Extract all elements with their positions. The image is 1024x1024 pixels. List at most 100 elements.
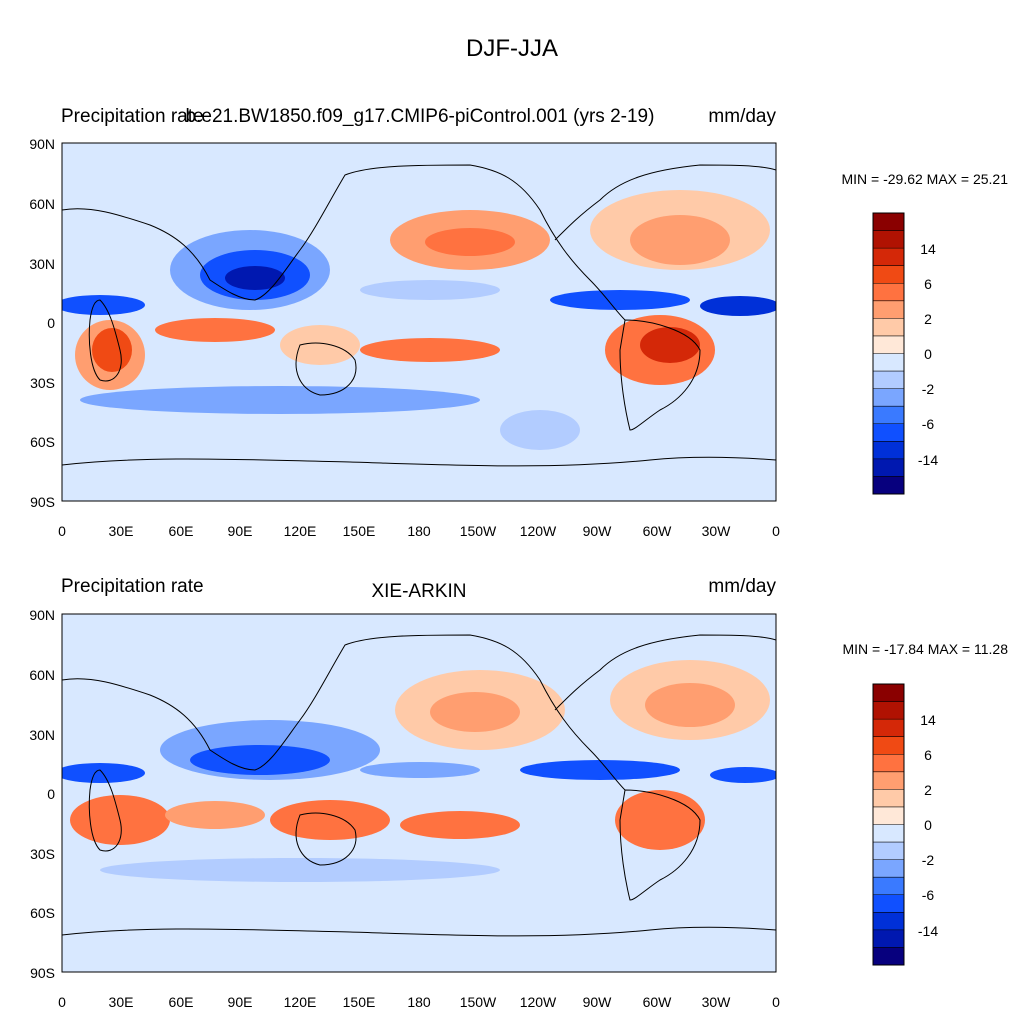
panel-bottom-min-max: MIN = -17.84 MAX = 11.28	[843, 641, 1009, 657]
colorbar-swatch	[873, 894, 904, 913]
colorbar-label: -2	[922, 852, 935, 868]
colorbar-swatch	[873, 441, 904, 460]
colorbar-swatch	[873, 476, 904, 495]
colorbar-swatch	[873, 230, 904, 249]
lon-tick-label: 120W	[520, 994, 557, 1010]
lon-tick-label: 120E	[284, 523, 317, 539]
panel-bottom-left-label: Precipitation rate	[61, 576, 204, 597]
field-blob	[500, 410, 580, 450]
field-blob	[400, 811, 520, 839]
colorbar-label: 14	[920, 712, 936, 728]
panel-top-colorbar-labels: 14 6 2 0 -2 -6 -14	[918, 241, 938, 468]
lon-tick-label: 60E	[169, 523, 194, 539]
colorbar-label: 6	[924, 747, 932, 763]
colorbar-swatch	[873, 265, 904, 284]
colorbar-swatch	[873, 423, 904, 442]
lat-tick-label: 60S	[30, 905, 55, 921]
colorbar-swatch	[873, 300, 904, 319]
field-blob	[360, 762, 480, 778]
panel-top-left-label: Precipitation rate	[61, 106, 204, 127]
colorbar-swatch	[873, 824, 904, 843]
lat-tick-label: 90S	[30, 494, 55, 510]
colorbar-swatch	[873, 388, 904, 407]
panel-bottom-right-label: mm/day	[708, 576, 776, 597]
lat-tick-label: 30S	[30, 375, 55, 391]
colorbar-swatch	[873, 842, 904, 861]
colorbar-swatch	[873, 283, 904, 302]
colorbar-swatch	[873, 754, 904, 773]
lon-tick-label: 90E	[228, 523, 253, 539]
colorbar-swatch	[873, 877, 904, 896]
lon-tick-label: 30W	[702, 994, 732, 1010]
field-blob	[640, 327, 700, 363]
colorbar-swatch	[873, 318, 904, 337]
lon-tick-label: 180	[407, 523, 431, 539]
panel-top-map	[62, 143, 776, 501]
lon-tick-label: 150W	[460, 994, 497, 1010]
field-blob	[615, 790, 705, 850]
field-blob	[360, 280, 500, 300]
lat-tick-label: 30N	[29, 256, 55, 272]
panel-bottom-colorbar	[872, 683, 905, 966]
panel-top-lon-ticks: 0 30E 60E 90E 120E 150E 180 150W 120W 90…	[58, 523, 780, 539]
lat-tick-label: 90N	[29, 136, 55, 152]
field-blob	[100, 858, 500, 882]
colorbar-label: -2	[922, 381, 935, 397]
lat-tick-label: 60S	[30, 434, 55, 450]
lat-tick-label: 30S	[30, 846, 55, 862]
colorbar-label: -6	[922, 887, 935, 903]
field-blob	[700, 296, 776, 316]
lon-tick-label: 0	[772, 523, 780, 539]
colorbar-swatch	[873, 406, 904, 425]
lon-tick-label: 90W	[583, 994, 613, 1010]
field-blob	[80, 386, 480, 414]
panel-bottom-colorbar-labels: 14 6 2 0 -2 -6 -14	[918, 712, 938, 939]
colorbar-swatch	[873, 929, 904, 948]
figure-title: DJF-JJA	[466, 35, 558, 62]
colorbar-label: 2	[924, 782, 932, 798]
lon-tick-label: 120W	[520, 523, 557, 539]
panel-bottom-map	[62, 614, 776, 972]
colorbar-label: -14	[918, 923, 938, 939]
field-blob	[225, 266, 285, 290]
colorbar-swatch	[873, 947, 904, 966]
lon-tick-label: 150E	[343, 994, 376, 1010]
lon-tick-label: 180	[407, 994, 431, 1010]
colorbar-swatch	[873, 806, 904, 825]
lon-tick-label: 60W	[643, 994, 673, 1010]
panel-top-center-label: b.e21.BW1850.f09_g17.CMIP6-piControl.001…	[186, 106, 655, 127]
lon-tick-label: 150E	[343, 523, 376, 539]
field-blob	[630, 215, 730, 265]
field-blob	[62, 763, 145, 783]
lat-tick-label: 90N	[29, 607, 55, 623]
lat-tick-label: 0	[47, 315, 55, 331]
field-blob	[520, 760, 680, 780]
colorbar-swatch	[873, 248, 904, 267]
field-blob	[550, 290, 690, 310]
colorbar-label: 0	[924, 817, 932, 833]
panel-bottom-lat-ticks: 90N 60N 30N 0 30S 60S 90S	[29, 607, 55, 981]
lon-tick-label: 120E	[284, 994, 317, 1010]
colorbar-label: 6	[924, 276, 932, 292]
colorbar-swatch	[873, 736, 904, 755]
colorbar-swatch	[873, 213, 904, 232]
lon-tick-label: 90E	[228, 994, 253, 1010]
lon-tick-label: 30E	[109, 994, 134, 1010]
colorbar-swatch	[873, 701, 904, 720]
lon-tick-label: 90W	[583, 523, 613, 539]
lon-tick-label: 60W	[643, 523, 673, 539]
panel-top: Precipitation rate b.e21.BW1850.f09_g17.…	[29, 106, 1008, 539]
field-blob	[92, 328, 132, 372]
colorbar-swatch	[873, 371, 904, 390]
lon-tick-label: 0	[58, 994, 66, 1010]
colorbar-swatch	[873, 912, 904, 931]
panel-bottom: Precipitation rate XIE-ARKIN mm/day	[29, 576, 1008, 1010]
colorbar-label: 0	[924, 346, 932, 362]
colorbar-swatch	[873, 859, 904, 878]
panel-top-frame	[61, 142, 777, 502]
field-blob	[165, 801, 265, 829]
panel-top-lat-ticks: 90N 60N 30N 0 30S 60S 90S	[29, 136, 55, 510]
panel-bottom-center-label: XIE-ARKIN	[371, 581, 466, 602]
field-blob	[360, 338, 500, 362]
